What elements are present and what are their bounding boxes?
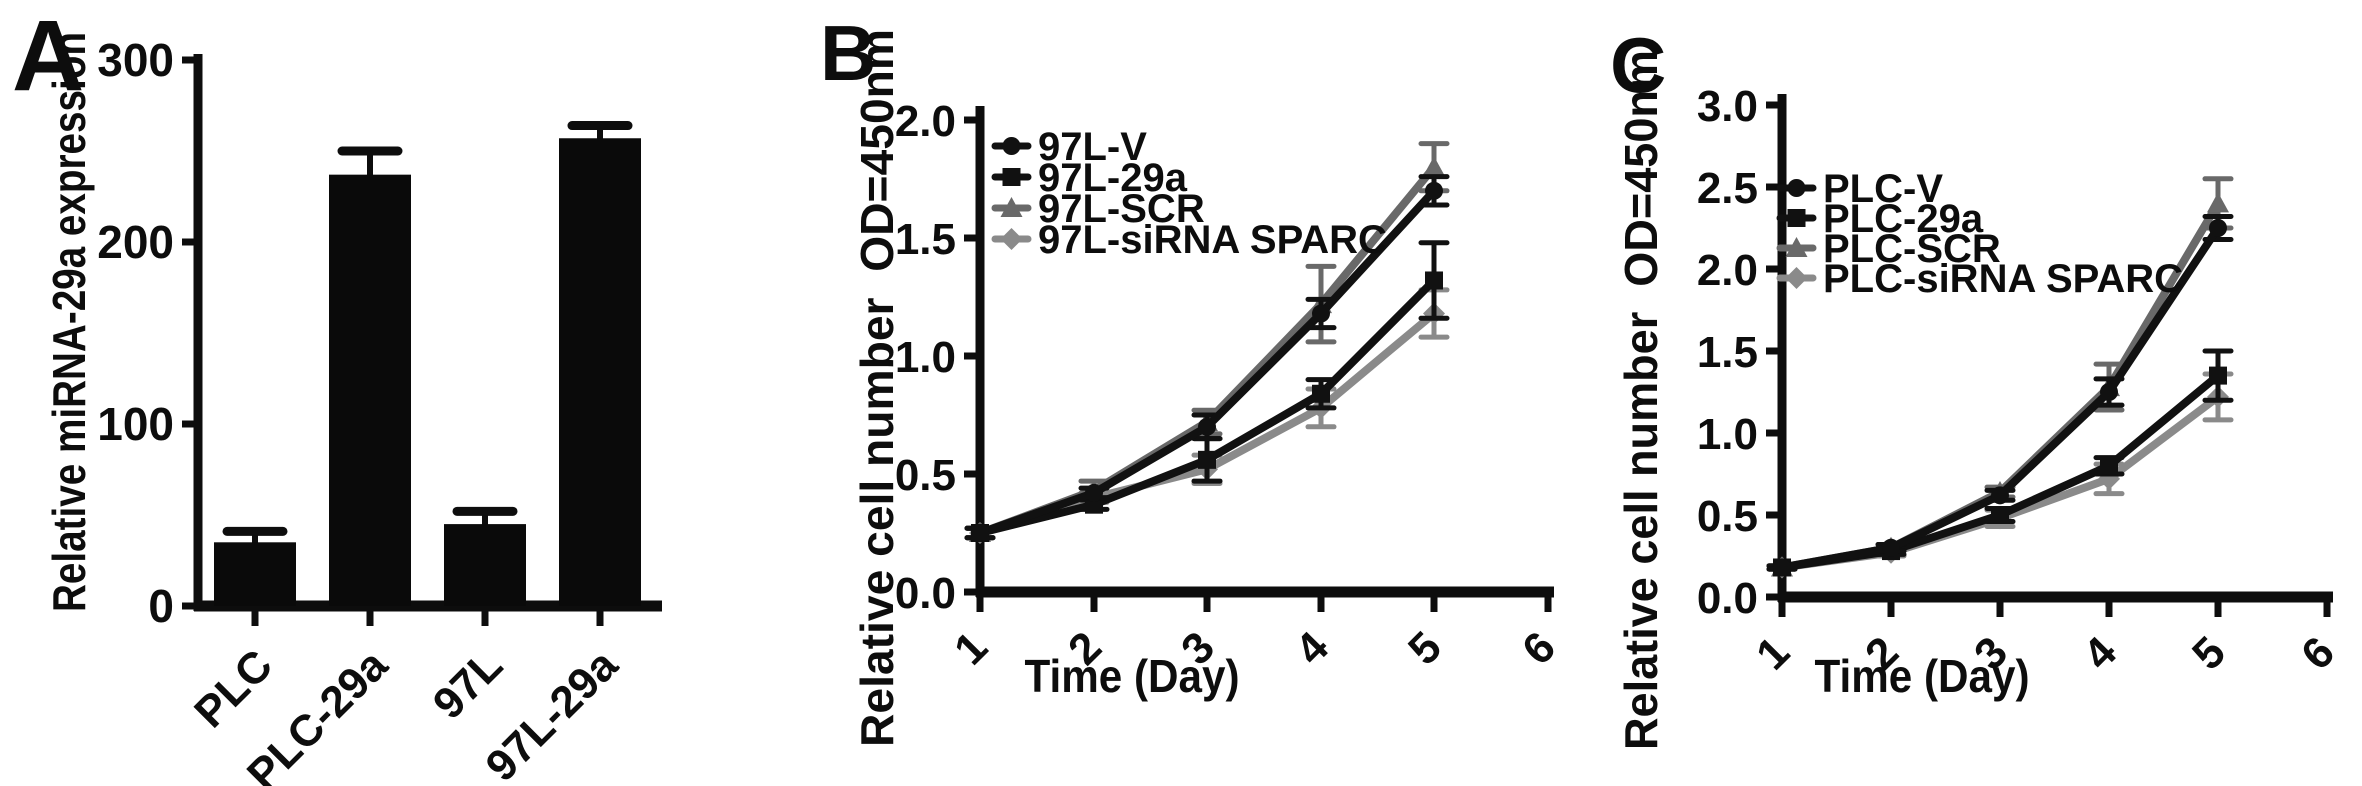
panel-c: C 0.0 0.5 1.0 1.5 2.0 2.5 3.0 Relative cell num… bbox=[1565, 0, 2362, 786]
legend-label: 97L-siRNA SPARC bbox=[1038, 218, 1387, 262]
series-plc-v bbox=[1766, 214, 2234, 577]
data-point-marker-square bbox=[1991, 506, 2009, 524]
x-tick-label: 97L bbox=[424, 640, 512, 728]
data-point-marker-triangle bbox=[1000, 197, 1023, 217]
y-tick-label: 200 bbox=[97, 216, 174, 268]
legend-label: 97L-29a bbox=[1038, 156, 1188, 200]
x-axis-title: Time (Day) bbox=[1815, 650, 2030, 702]
legend-item: 97L-29a bbox=[991, 156, 1188, 200]
series-97l-29a bbox=[964, 240, 1450, 542]
legend-label: PLC-SCR bbox=[1823, 227, 2001, 271]
data-point-marker-circle bbox=[1787, 179, 1806, 197]
x-tick-label: 97L-29a bbox=[477, 640, 628, 786]
bar bbox=[214, 542, 296, 606]
data-point-marker-circle bbox=[1198, 417, 1216, 436]
data-point-marker-circle bbox=[1312, 304, 1330, 323]
y-axis-title: Relative cell number OD=450nm bbox=[851, 29, 903, 747]
series-plc-29a bbox=[1766, 348, 2234, 577]
legend-item: PLC-siRNA SPARC bbox=[1776, 257, 2183, 301]
x-tick-label: 1 bbox=[945, 622, 997, 674]
data-point-marker-diamond bbox=[1000, 228, 1023, 250]
data-point-marker-circle bbox=[1991, 486, 2009, 505]
y-tick-label: 0.5 bbox=[1697, 492, 1758, 541]
panel-a: A 0 100 200 300 Relative miRNA-29a expressio… bbox=[0, 0, 780, 786]
data-point-marker-circle bbox=[2209, 219, 2227, 237]
x-tick-label: 4 bbox=[2074, 627, 2126, 679]
y-tick-label: 2.5 bbox=[1697, 164, 1758, 213]
legend-item: PLC-SCR bbox=[1776, 227, 2001, 271]
y-tick-label: 0.0 bbox=[895, 569, 956, 618]
legend-item: 97L-SCR bbox=[991, 187, 1205, 231]
x-tick-label: 6 bbox=[1513, 622, 1565, 674]
data-point-marker-triangle bbox=[1423, 156, 1445, 177]
panel-b-letter: B bbox=[820, 9, 877, 97]
x-tick-label: 6 bbox=[2292, 627, 2344, 679]
data-point-marker-square bbox=[2100, 456, 2118, 475]
panel-c-line-chart: 0.0 0.5 1.0 1.5 2.0 2.5 3.0 Relative cell numbe… bbox=[1615, 50, 2344, 750]
y-tick-label: 100 bbox=[97, 398, 174, 450]
data-point-marker-circle bbox=[1773, 558, 1791, 577]
x-tick-label: 5 bbox=[2183, 627, 2235, 679]
data-point-marker-circle bbox=[1425, 181, 1443, 200]
data-point-marker-square bbox=[1425, 271, 1443, 290]
legend-label: 97L-SCR bbox=[1038, 187, 1205, 231]
data-point-marker-square bbox=[2209, 366, 2227, 385]
y-axis-title: Relative cell number OD=450nm bbox=[1615, 50, 1667, 750]
data-point-marker-circle bbox=[1882, 538, 1900, 557]
bar bbox=[444, 524, 526, 606]
y-tick-label: 0.0 bbox=[1697, 574, 1758, 623]
y-tick-label: 0 bbox=[148, 580, 174, 632]
x-tick-label: 4 bbox=[1286, 622, 1338, 674]
series-line bbox=[976, 276, 1438, 537]
data-point-marker-square bbox=[1198, 450, 1216, 469]
data-point-marker-circle bbox=[971, 524, 989, 542]
bar bbox=[329, 174, 411, 606]
y-tick-label: 2.0 bbox=[895, 97, 956, 146]
legend-item: PLC-V bbox=[1776, 167, 1943, 211]
series-plc-sirna-sparc bbox=[1766, 371, 2234, 579]
data-point-marker-circle bbox=[1085, 483, 1103, 502]
legend-label: PLC-V bbox=[1823, 167, 1943, 211]
x-tick-label: PLC bbox=[185, 640, 282, 737]
legend-item: PLC-29a bbox=[1776, 197, 1984, 241]
series-97l-v bbox=[964, 174, 1450, 542]
y-axis-title: Relative miRNA-29a expression bbox=[43, 32, 95, 612]
y-tick-label: 1.0 bbox=[1697, 410, 1758, 459]
bar bbox=[559, 138, 641, 606]
series-line bbox=[1778, 371, 2222, 572]
data-point-marker-triangle bbox=[2207, 192, 2229, 213]
y-tick-label: 3.0 bbox=[1697, 82, 1758, 131]
legend-label: 97L-V bbox=[1038, 125, 1147, 169]
y-tick-label: 300 bbox=[97, 34, 174, 86]
legend-label: PLC-siRNA SPARC bbox=[1823, 257, 2183, 301]
y-tick-label: 1.0 bbox=[895, 333, 956, 382]
x-axis-title: Time (Day) bbox=[1025, 650, 1240, 702]
data-point-marker-circle bbox=[1002, 137, 1021, 155]
data-point-marker-square bbox=[1312, 384, 1330, 403]
x-tick-label: 5 bbox=[1399, 622, 1451, 674]
legend-item: 97L-siRNA SPARC bbox=[991, 218, 1387, 262]
panel-a-letter: A bbox=[12, 0, 85, 112]
data-point-marker-square bbox=[1002, 168, 1021, 186]
legend-label: PLC-29a bbox=[1823, 197, 1984, 241]
data-point-marker-square bbox=[1787, 209, 1806, 227]
data-point-marker-triangle bbox=[1785, 237, 1808, 257]
y-tick-label: 2.0 bbox=[1697, 246, 1758, 295]
y-tick-label: 1.5 bbox=[895, 215, 956, 264]
panel-b: B 0.0 0.5 1.0 1.5 2.0 Relative cell number OD… bbox=[780, 0, 1565, 786]
data-point-marker-diamond bbox=[1785, 267, 1808, 289]
x-tick-label: 1 bbox=[1747, 627, 1799, 679]
y-tick-label: 1.5 bbox=[1697, 328, 1758, 377]
data-point-marker-circle bbox=[2100, 383, 2118, 401]
legend-item: 97L-V bbox=[991, 125, 1147, 169]
panel-c-letter: C bbox=[1610, 21, 1667, 109]
y-tick-label: 0.5 bbox=[895, 451, 956, 500]
